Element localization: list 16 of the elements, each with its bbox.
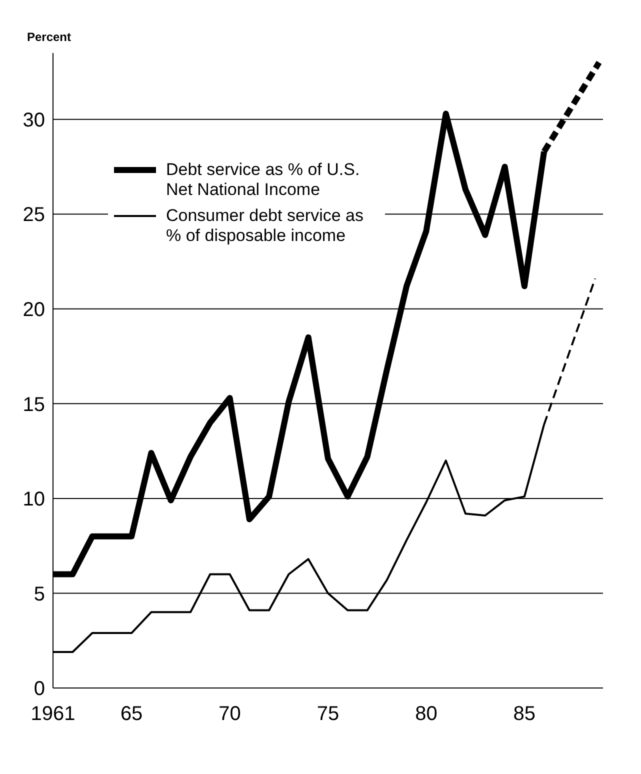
y-tick-label: 0 [34, 678, 45, 700]
y-tick-label: 25 [22, 204, 45, 226]
y-axis-title: Percent [26, 30, 72, 44]
x-tick-label: 70 [218, 703, 241, 726]
x-tick-label: 85 [513, 703, 536, 726]
y-tick-label: 5 [34, 583, 45, 606]
legend-label: Consumer debt service as % of disposable income [166, 206, 364, 246]
y-tick-label: 20 [22, 298, 45, 321]
x-tick-label: 80 [415, 703, 438, 726]
y-tick-label: 15 [22, 394, 45, 416]
x-tick-label: 65 [120, 703, 143, 726]
x-tick-label: 75 [316, 703, 340, 726]
y-tick-label: 30 [22, 109, 45, 132]
x-tick-label: 1961 [30, 703, 76, 726]
legend-label: Debt service as % of U.S. Net National Income [166, 160, 361, 200]
y-tick-label: 10 [22, 488, 45, 511]
